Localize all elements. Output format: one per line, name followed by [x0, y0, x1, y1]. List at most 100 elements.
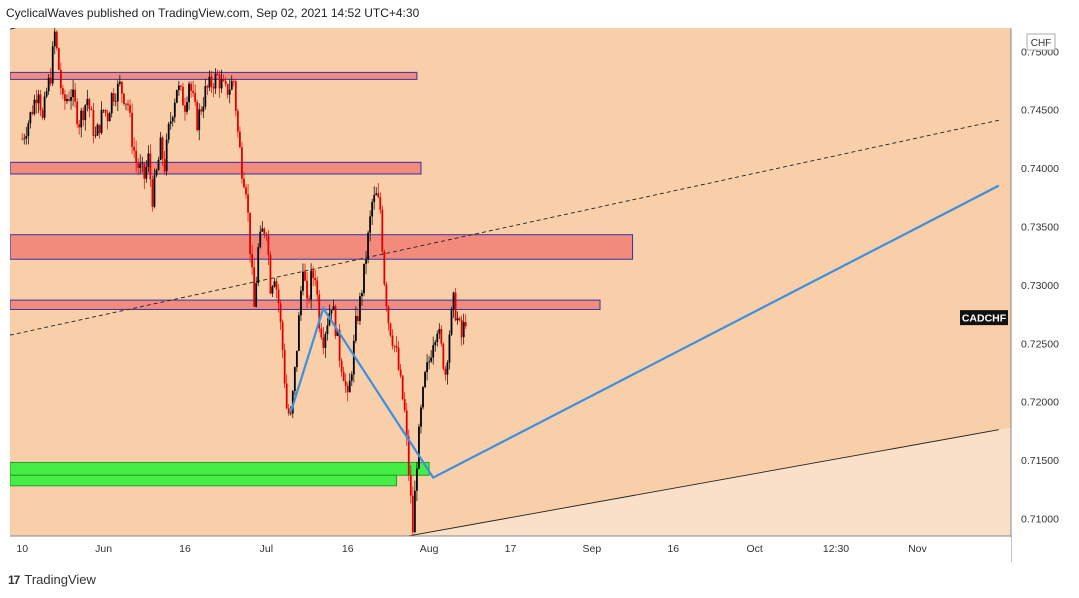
candle — [202, 106, 205, 112]
candle — [460, 319, 463, 338]
candle — [300, 290, 302, 316]
candle — [295, 350, 298, 368]
candle — [123, 93, 125, 104]
candle — [389, 323, 392, 336]
candle — [188, 83, 190, 103]
candle — [64, 94, 66, 102]
candle — [314, 277, 317, 281]
candle — [90, 108, 93, 111]
symbol-badge[interactable]: CADCHF — [960, 310, 1008, 326]
candle — [409, 474, 412, 496]
candle — [249, 212, 251, 254]
candle — [257, 247, 260, 284]
candle — [277, 289, 280, 304]
blue-trendline — [289, 184, 1000, 480]
candle — [261, 228, 264, 232]
resistance-zone — [10, 161, 422, 175]
candle — [33, 99, 36, 114]
candle — [159, 137, 162, 160]
candle — [393, 345, 396, 347]
candle — [391, 335, 394, 346]
candle — [59, 69, 62, 89]
candle — [375, 193, 378, 195]
candle — [434, 342, 437, 346]
candle — [232, 81, 235, 82]
candle — [192, 90, 195, 93]
candle — [114, 101, 117, 102]
candle — [155, 170, 158, 176]
candle — [82, 110, 85, 121]
candle — [196, 101, 199, 131]
candle — [96, 124, 99, 136]
candle — [253, 267, 256, 307]
candle — [167, 123, 170, 140]
candle — [428, 361, 431, 363]
candle — [397, 347, 400, 370]
candle — [66, 99, 68, 102]
candle — [316, 280, 319, 295]
candle — [53, 31, 56, 47]
candle — [407, 436, 410, 475]
candle — [312, 270, 315, 278]
candle — [43, 96, 46, 118]
candle — [346, 385, 349, 393]
candle — [84, 105, 87, 121]
resistance-zone — [10, 71, 418, 80]
candle — [352, 340, 355, 375]
candle — [133, 146, 136, 151]
candle — [373, 194, 376, 202]
candle — [145, 166, 148, 179]
y-tick-label: 0.72000 — [1021, 397, 1059, 409]
blue-trendline-layer — [289, 184, 1000, 480]
candle — [456, 318, 459, 321]
candle — [182, 86, 184, 106]
y-tick-label: 0.73500 — [1021, 222, 1059, 234]
candle — [424, 372, 426, 388]
candle — [413, 490, 416, 533]
candle — [141, 163, 144, 164]
y-tick-label: 0.71500 — [1021, 455, 1059, 467]
candle — [265, 234, 268, 236]
channel-bottom-trendline — [405, 429, 999, 536]
candle — [239, 131, 241, 148]
y-tick-label: 0.74500 — [1021, 105, 1059, 117]
candle — [241, 147, 243, 179]
candles-layer — [21, 28, 467, 536]
candle — [302, 271, 304, 291]
candle — [304, 271, 306, 281]
x-tick-label: 10 — [16, 543, 28, 555]
candle — [135, 150, 138, 164]
candle — [336, 329, 339, 336]
resistance-zone — [10, 299, 601, 310]
currency-badge: CHF — [1026, 33, 1056, 51]
candle — [100, 110, 103, 134]
x-tick-label: 12:30 — [823, 543, 849, 555]
candle — [338, 329, 341, 361]
candle — [350, 374, 353, 381]
candle — [204, 86, 207, 107]
candle — [228, 89, 231, 95]
candle — [200, 109, 203, 112]
candle — [251, 253, 254, 268]
candle — [365, 259, 367, 264]
candle — [269, 255, 272, 294]
candle — [86, 98, 89, 106]
candle — [287, 408, 290, 414]
candle — [462, 322, 465, 338]
candle — [78, 124, 81, 128]
x-tick-label: 16 — [342, 543, 354, 555]
candle — [381, 209, 384, 252]
candle — [318, 294, 321, 329]
demand-zone — [10, 461, 430, 476]
price-chart[interactable]: 0.750000.745000.740000.735000.730000.725… — [0, 0, 1079, 570]
candle — [68, 99, 70, 101]
candle — [29, 112, 32, 124]
candle — [180, 85, 182, 87]
candle — [92, 110, 95, 136]
x-tick-label: 16 — [667, 543, 679, 555]
candle — [161, 137, 164, 159]
candle — [25, 136, 28, 139]
candle — [208, 76, 211, 88]
candle — [210, 76, 213, 87]
candle — [102, 109, 105, 111]
